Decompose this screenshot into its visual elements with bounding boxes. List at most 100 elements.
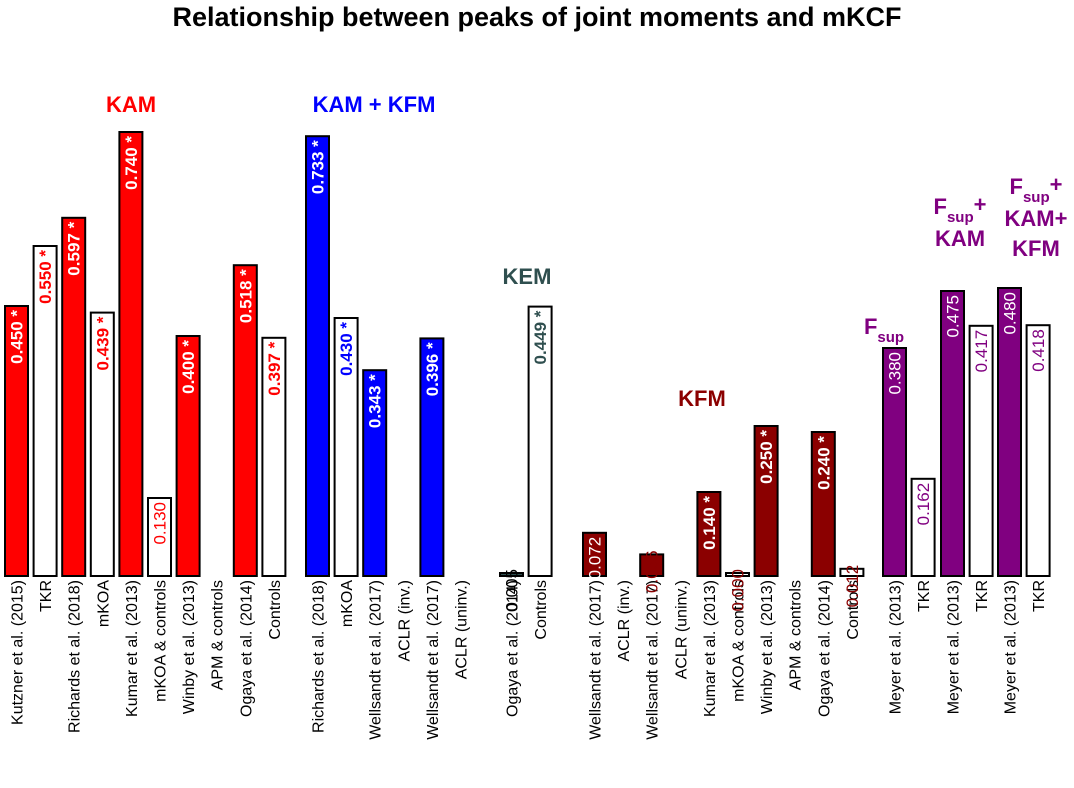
category-label: Richards et al. (2018) xyxy=(67,580,84,733)
category-label: Meyer et al. (2013) xyxy=(1003,580,1020,714)
category-label: APM & controls xyxy=(788,580,805,690)
bar xyxy=(940,290,965,577)
category-label: Ogaya et al. (2014) xyxy=(505,580,522,717)
category-label: ACLR (uninv.) xyxy=(454,580,471,679)
bar xyxy=(305,135,330,577)
bar xyxy=(527,305,553,577)
bar xyxy=(89,311,115,577)
bar xyxy=(882,347,907,577)
group-label: Fsup+ xyxy=(1010,172,1063,206)
bar xyxy=(910,477,936,577)
category-label: Winby et al. (2013) xyxy=(759,580,776,714)
group-label-line: KAM+ xyxy=(1005,206,1068,231)
bar xyxy=(582,531,607,577)
category-label: TKR xyxy=(38,580,55,612)
category-label: Ogaya et al. (2014) xyxy=(816,580,833,717)
bar xyxy=(232,264,258,577)
category-label: Wellsandt et al. (2017) xyxy=(368,580,385,740)
category-label: Kutzner et al. (2015) xyxy=(10,580,27,725)
bar-value-label: 0.430 * xyxy=(337,322,356,376)
bar xyxy=(499,572,524,577)
bar xyxy=(147,497,172,577)
group-label: Fsup+ xyxy=(934,192,987,226)
category-label: Winby et al. (2013) xyxy=(181,580,198,714)
chart-title: Relationship between peaks of joint mome… xyxy=(172,2,901,32)
bar xyxy=(753,425,779,577)
bar-group: Meyer et al. (2013) 0.380 TKR 0.162 Fsup xyxy=(864,314,936,714)
bar-value-label: 0.343 * xyxy=(366,374,385,428)
bar-value-label: 0.140 * xyxy=(700,496,719,550)
category-label: Richards et al. (2018) xyxy=(311,580,328,733)
bar-value-label: 0.162 xyxy=(914,483,933,526)
group-label-subscript: sup xyxy=(947,209,974,226)
bar xyxy=(1025,324,1051,578)
group-label-suffix: + xyxy=(1050,172,1063,197)
group-label-suffix: + xyxy=(974,192,987,217)
group-label: KAM + KFM xyxy=(313,92,436,117)
group-label: KAM xyxy=(106,92,156,117)
category-label: mKOA xyxy=(95,580,112,627)
bar xyxy=(261,336,287,577)
category-label: Controls xyxy=(533,580,550,640)
category-label: Wellsandt et al. (2017) xyxy=(645,580,662,740)
category-label: TKR xyxy=(916,580,933,612)
category-label: APM & controls xyxy=(210,580,227,690)
bar-value-label: 0.740 * xyxy=(122,136,141,190)
bar xyxy=(839,567,865,577)
group-label-line: KFM xyxy=(1012,236,1060,261)
bar xyxy=(419,337,445,577)
group-label: KEM xyxy=(503,264,552,289)
bar-value-label: 0.518 * xyxy=(236,269,255,323)
bar-value-label: 0.418 xyxy=(1029,329,1048,372)
bar-value-label: 0.397 * xyxy=(265,341,284,395)
bar-value-label: 0.240 * xyxy=(814,436,833,490)
bar-value-label: 0.400 * xyxy=(179,340,198,394)
bar xyxy=(696,491,722,577)
bar xyxy=(61,216,87,578)
bar-value-label: 0.449 * xyxy=(531,310,550,364)
bar-group: Kutzner et al. (2015) 0.450 * TKR 0.550 * Ri… xyxy=(4,92,287,733)
category-label: ACLR (uninv.) xyxy=(673,580,690,679)
bar-group: Meyer et al. (2013) 0.475 TKR 0.417 Fsup+KAM xyxy=(934,192,994,714)
category-label: ACLR (inv.) xyxy=(396,580,413,662)
bar-value-label: 0.000 xyxy=(729,569,748,612)
category-label: TKR xyxy=(974,580,991,612)
category-label: Controls xyxy=(267,580,284,640)
bar-group: Meyer et al. (2013) 0.480 TKR 0.418 Fsup+KAM… xyxy=(997,172,1068,714)
bar-value-label: 0.475 xyxy=(944,295,963,338)
bars-layer: Kutzner et al. (2015) 0.450 * TKR 0.550 * Ri… xyxy=(4,92,1068,740)
category-label: Meyer et al. (2013) xyxy=(888,580,905,714)
bar xyxy=(32,245,58,577)
bar xyxy=(968,324,994,577)
category-label: Wellsandt et al. (2017) xyxy=(588,580,605,740)
bar-value-label: 0.550 * xyxy=(36,250,55,304)
category-label: Kumar et al. (2013) xyxy=(124,580,141,717)
category-label: mKOA xyxy=(339,580,356,627)
bar-value-label: 0.036 xyxy=(643,550,662,593)
group-label-subscript: sup xyxy=(1023,189,1050,206)
category-label: Meyer et al. (2013) xyxy=(946,580,963,714)
category-label: Ogaya et al. (2014) xyxy=(238,580,255,717)
bar-value-label: 0.380 xyxy=(886,352,905,395)
group-label: Fsup xyxy=(864,314,904,346)
category-label: ACLR (inv.) xyxy=(616,580,633,662)
bar xyxy=(997,287,1022,577)
category-label: Controls xyxy=(845,580,862,640)
bar xyxy=(175,335,201,577)
bar-group: Ogaya et al. (2014)0.005 Controls 0.449 * K… xyxy=(499,264,553,717)
group-label: KFM xyxy=(678,386,726,411)
bar xyxy=(810,431,836,577)
bar-value-label: 0.396 * xyxy=(423,342,442,396)
bar xyxy=(4,305,29,577)
category-label: mKOA & controls xyxy=(731,580,748,702)
bar-value-label: 0.439 * xyxy=(93,316,112,370)
bar xyxy=(725,572,750,577)
bar-value-label: 0.012 xyxy=(843,565,862,608)
group-label-subscript: sup xyxy=(877,329,904,346)
bar-value-label: 0.005 xyxy=(503,569,522,612)
category-label: Wellsandt et al. (2017) xyxy=(425,580,442,740)
bar xyxy=(639,553,665,578)
bar xyxy=(333,317,359,577)
